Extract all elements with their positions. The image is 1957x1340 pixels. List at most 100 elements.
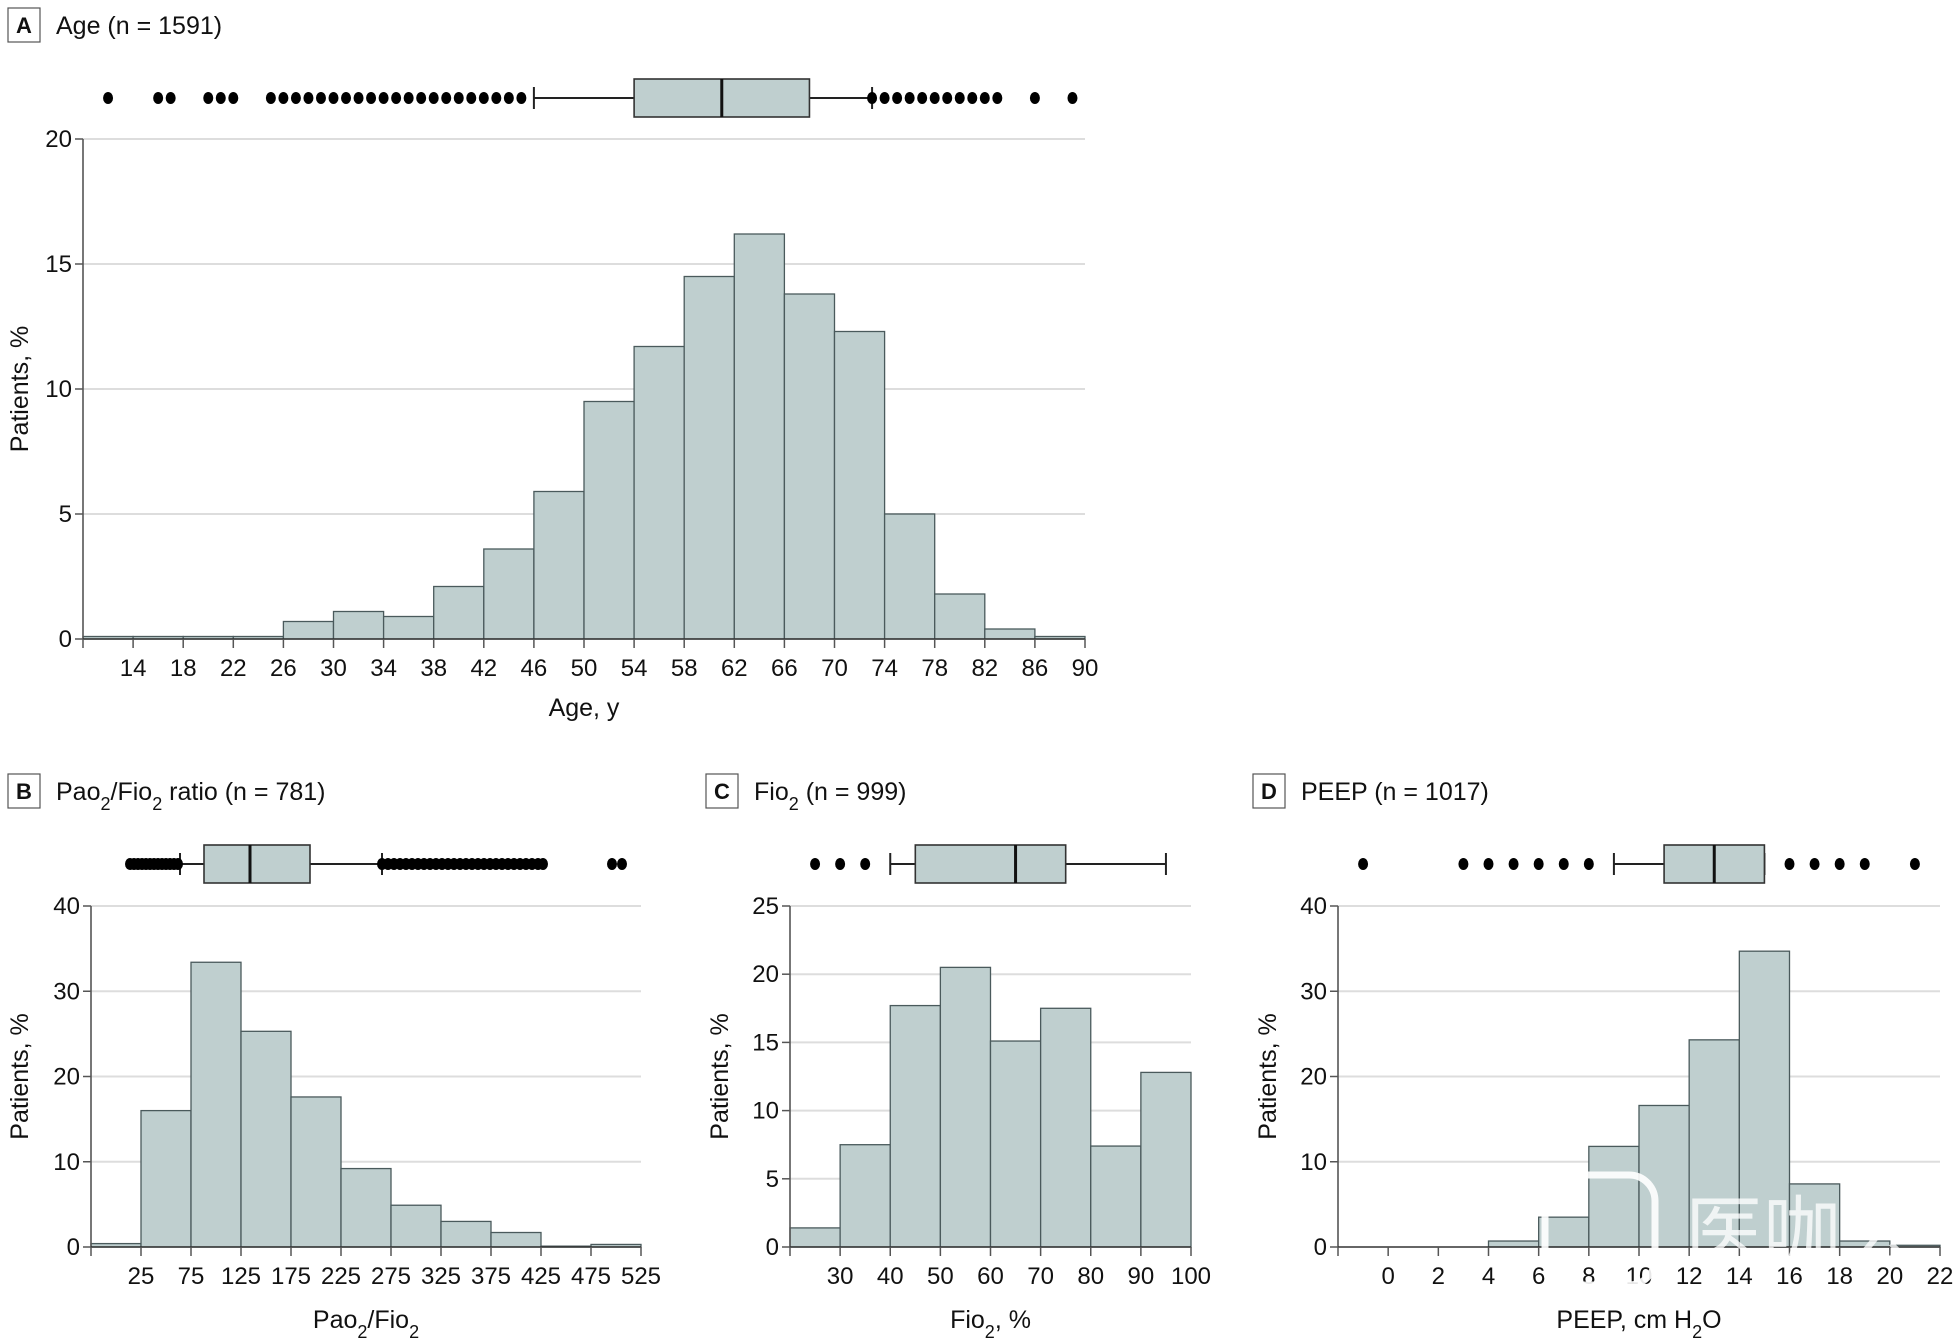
outlier-point: [1458, 858, 1469, 870]
watermark: 医咖会: [1541, 1171, 1919, 1289]
outlier-point: [516, 92, 527, 104]
histogram-bar: [190, 961, 242, 1248]
y-tick-label: 20: [1300, 1064, 1327, 1091]
histogram-bar: [1738, 950, 1791, 1248]
outlier-point: [453, 92, 464, 104]
panel-title: Pao2/Fio2 ratio (n = 781): [56, 778, 325, 814]
outlier-point: [428, 92, 439, 104]
x-tick-label: 4: [1482, 1263, 1495, 1290]
histogram-bar: [483, 548, 535, 640]
histogram-bar: [390, 1204, 442, 1248]
outlier-point: [278, 92, 289, 104]
histogram-bar: [382, 615, 435, 640]
y-tick-label: 40: [1300, 893, 1327, 920]
outlier-point: [103, 92, 114, 104]
x-tick-label: 60: [977, 1263, 1004, 1290]
outlier-point: [1483, 858, 1494, 870]
histogram-bar: [583, 400, 635, 640]
x-tick-label: 0: [1381, 1263, 1394, 1290]
y-axis-title: Patients, %: [1254, 1013, 1282, 1139]
x-tick-label: 82: [971, 655, 998, 682]
panel-letter: C: [714, 779, 730, 804]
y-tick-label: 15: [45, 251, 72, 278]
outlier-point: [979, 92, 990, 104]
y-tick-label: 40: [53, 893, 80, 920]
boxplot: [810, 844, 1167, 884]
x-tick-label: 78: [921, 655, 948, 682]
outlier-point: [353, 92, 364, 104]
x-tick-label: 66: [771, 655, 798, 682]
y-tick-label: 5: [766, 1166, 779, 1193]
histogram-bar: [1588, 1145, 1640, 1248]
outlier-point: [215, 92, 226, 104]
outlier-point: [366, 92, 377, 104]
x-axis-title: Age, y: [549, 694, 620, 722]
x-tick-label: 54: [621, 655, 648, 682]
boxplot: [1358, 844, 1920, 884]
outlier-point: [478, 92, 489, 104]
x-tick-label: 425: [521, 1263, 561, 1290]
y-tick-label: 15: [752, 1029, 779, 1056]
histogram-bar: [783, 293, 836, 640]
x-tick-label: 62: [721, 655, 748, 682]
outlier-point: [867, 92, 878, 104]
x-tick-label: 325: [421, 1263, 461, 1290]
x-tick-label: 70: [1027, 1263, 1054, 1290]
histogram-bar: [240, 1030, 292, 1248]
outlier-point: [967, 92, 978, 104]
x-tick-label: 18: [1826, 1263, 1853, 1290]
x-tick-label: 75: [178, 1263, 205, 1290]
x-tick-label: 90: [1072, 655, 1099, 682]
outlier-point: [328, 92, 339, 104]
outlier-point: [1508, 858, 1519, 870]
outlier-point: [228, 92, 239, 104]
outlier-point: [303, 92, 314, 104]
outlier-point: [466, 92, 477, 104]
y-tick-label: 0: [67, 1234, 80, 1261]
outlier-point: [810, 858, 821, 870]
x-tick-label: 14: [1726, 1263, 1753, 1290]
outlier-point: [904, 92, 915, 104]
x-tick-label: 80: [1077, 1263, 1104, 1290]
outlier-point: [203, 92, 214, 104]
panel-b: B Pao2/Fio2 ratio (n = 781) 0 10 20 30 40 25 75 1…: [6, 773, 661, 1340]
histogram-bar: [490, 1231, 542, 1248]
outlier-point: [391, 92, 402, 104]
histogram-bar: [433, 585, 485, 640]
x-tick-label: 90: [1128, 1263, 1155, 1290]
histogram-bar: [934, 593, 986, 640]
x-tick-label: 30: [827, 1263, 854, 1290]
x-tick-label: 50: [927, 1263, 954, 1290]
panel-title: Fio2 (n = 999): [754, 778, 906, 814]
outlier-point: [860, 858, 871, 870]
x-tick-label: 40: [877, 1263, 904, 1290]
histogram-bar: [440, 1220, 492, 1248]
x-tick-label: 26: [270, 655, 297, 682]
panel-letter-box: [7, 7, 41, 43]
y-tick-label: 0: [766, 1234, 779, 1261]
boxplot: [125, 844, 627, 884]
x-tick-label: 125: [221, 1263, 261, 1290]
x-tick-label: 175: [271, 1263, 311, 1290]
outlier-point: [1834, 858, 1845, 870]
histogram-bar: [833, 330, 886, 640]
outlier-point: [1583, 858, 1594, 870]
outlier-point: [879, 92, 890, 104]
y-tick-label: 10: [752, 1098, 779, 1125]
outlier-point: [954, 92, 965, 104]
x-tick-label: 20: [1876, 1263, 1903, 1290]
outlier-point: [265, 92, 276, 104]
panel-c: C Fio2 (n = 999) 0 5 10 15 20 25 30 40 50 60 70 80 90 1…: [705, 773, 1211, 1340]
x-tick-label: 22: [1927, 1263, 1954, 1290]
x-tick-label: 275: [371, 1263, 411, 1290]
histogram-bar: [1487, 1240, 1540, 1248]
x-tick-label: 38: [420, 655, 447, 682]
x-tick-label: 25: [128, 1263, 155, 1290]
panel-letter-box: [7, 773, 41, 809]
y-tick-label: 25: [752, 893, 779, 920]
x-tick-label: 58: [671, 655, 698, 682]
histogram-bar: [340, 1167, 392, 1248]
y-tick-label: 30: [53, 978, 80, 1005]
histogram-bar: [533, 490, 585, 640]
